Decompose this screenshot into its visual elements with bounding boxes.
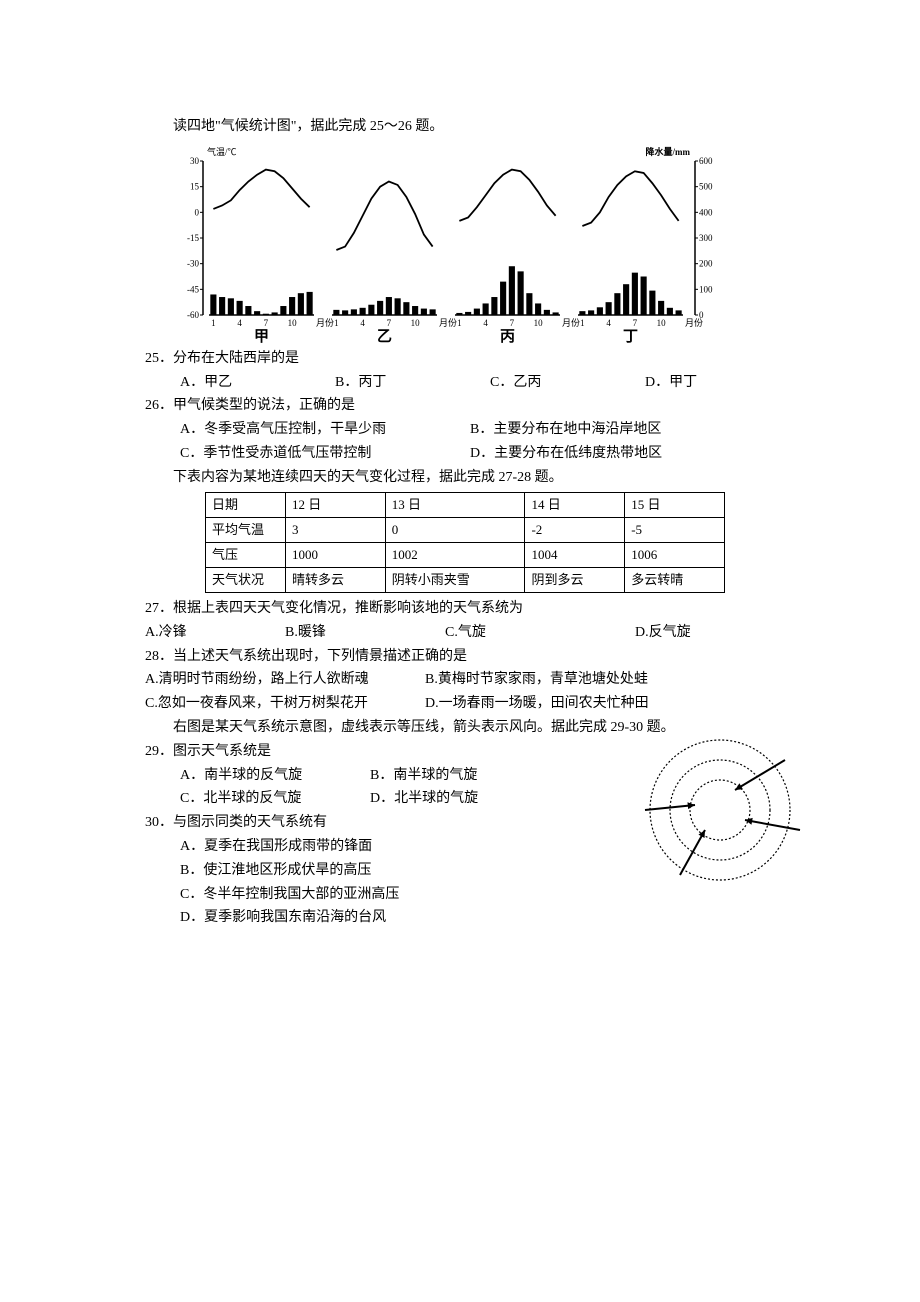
svg-text:4: 4: [360, 318, 365, 328]
q28-opt-a: A.清明时节雨纷纷，路上行人欲断魂: [145, 668, 425, 692]
svg-text:15: 15: [190, 181, 200, 191]
cyclone-diagram: [625, 730, 815, 890]
table-cell: -5: [625, 517, 725, 542]
table-cell: 14 日: [525, 492, 625, 517]
table-cell: 1006: [625, 542, 725, 567]
q26-opt-c: C．季节性受赤道低气压带控制: [180, 442, 470, 466]
svg-text:10: 10: [411, 318, 421, 328]
table-cell: 晴转多云: [286, 567, 386, 592]
table-cell: 13 日: [385, 492, 525, 517]
q26-opt-a: A．冬季受高气压控制，干旱少雨: [180, 418, 470, 442]
svg-text:丁: 丁: [623, 329, 638, 343]
svg-text:300: 300: [699, 233, 713, 243]
q25-options: A．甲乙 B．丙丁 C．乙丙 D．甲丁: [145, 371, 785, 395]
svg-text:4: 4: [237, 318, 242, 328]
svg-text:100: 100: [699, 284, 713, 294]
q28-opt-c: C.忽如一夜春风来，干树万树梨花开: [145, 692, 425, 716]
table-cell: 15 日: [625, 492, 725, 517]
svg-text:10: 10: [657, 318, 667, 328]
svg-text:丙: 丙: [500, 328, 515, 343]
svg-text:200: 200: [699, 258, 713, 268]
q25-opt-d: D．甲丁: [645, 371, 697, 395]
svg-text:-30: -30: [187, 258, 199, 268]
table-cell: 1002: [385, 542, 525, 567]
svg-text:月份: 月份: [439, 317, 457, 328]
table-cell: 日期: [206, 492, 286, 517]
table-cell: 多云转晴: [625, 567, 725, 592]
svg-text:30: 30: [190, 156, 200, 166]
table-cell: 12 日: [286, 492, 386, 517]
q28-options: A.清明时节雨纷纷，路上行人欲断魂 B.黄梅时节家家雨，青草池塘处处蛙 C.忽如…: [145, 668, 785, 716]
svg-text:7: 7: [387, 318, 392, 328]
table-cell: 1000: [286, 542, 386, 567]
q27-options: A.冷锋 B.暖锋 C.气旋 D.反气旋: [145, 621, 785, 645]
table-cell: 天气状况: [206, 567, 286, 592]
svg-text:月份: 月份: [685, 317, 703, 328]
q29-opt-d: D．北半球的气旋: [370, 787, 478, 811]
svg-text:乙: 乙: [377, 329, 392, 343]
q26-opt-b: B．主要分布在地中海沿岸地区: [470, 418, 661, 442]
q30-opt-d: D．夏季影响我国东南沿海的台风: [145, 906, 785, 930]
svg-text:600: 600: [699, 156, 713, 166]
q28-opt-d: D.一场春雨一场暖，田间农夫忙种田: [425, 692, 649, 716]
svg-text:400: 400: [699, 207, 713, 217]
svg-text:0: 0: [195, 207, 200, 217]
weather-table: 日期12 日13 日14 日15 日平均气温30-2-5气压1000100210…: [205, 492, 725, 593]
svg-text:甲: 甲: [254, 328, 269, 343]
svg-text:1: 1: [580, 318, 585, 328]
table-cell: 1004: [525, 542, 625, 567]
table-cell: 阴转小雨夹雪: [385, 567, 525, 592]
svg-text:10: 10: [534, 318, 544, 328]
q29-opt-c: C．北半球的反气旋: [180, 787, 370, 811]
q26-text: 26．甲气候类型的说法，正确的是: [145, 394, 785, 418]
intro-27-28: 下表内容为某地连续四天的天气变化过程，据此完成 27-28 题。: [145, 466, 785, 490]
svg-text:4: 4: [606, 318, 611, 328]
q25-opt-b: B．丙丁: [335, 371, 490, 395]
q27-text: 27．根据上表四天天气变化情况，推断影响该地的天气系统为: [145, 597, 785, 621]
svg-text:7: 7: [510, 318, 515, 328]
q28-text: 28．当上述天气系统出现时，下列情景描述正确的是: [145, 645, 785, 669]
q25-opt-a: A．甲乙: [180, 371, 335, 395]
q25-opt-c: C．乙丙: [490, 371, 645, 395]
svg-text:月份: 月份: [562, 317, 580, 328]
svg-text:降水量/mm: 降水量/mm: [646, 146, 691, 157]
q28-opt-b: B.黄梅时节家家雨，青草池塘处处蛙: [425, 668, 648, 692]
q27-opt-a: A.冷锋: [145, 621, 285, 645]
q27-opt-b: B.暖锋: [285, 621, 445, 645]
table-cell: -2: [525, 517, 625, 542]
table-cell: 0: [385, 517, 525, 542]
q29-opt-a: A．南半球的反气旋: [180, 764, 370, 788]
table-cell: 阴到多云: [525, 567, 625, 592]
q26-options: A．冬季受高气压控制，干旱少雨 B．主要分布在地中海沿岸地区 C．季节性受赤道低…: [145, 418, 785, 466]
table-cell: 平均气温: [206, 517, 286, 542]
svg-text:500: 500: [699, 181, 713, 191]
q27-opt-c: C.气旋: [445, 621, 635, 645]
svg-text:-15: -15: [187, 233, 199, 243]
svg-text:1: 1: [211, 318, 216, 328]
q26-opt-d: D．主要分布在低纬度热带地区: [470, 442, 662, 466]
table-cell: 气压: [206, 542, 286, 567]
svg-text:4: 4: [483, 318, 488, 328]
svg-text:气温/℃: 气温/℃: [207, 146, 237, 157]
climate-chart: 气温/℃ 降水量/mm 30 15 0 -15 -30 -45 -60 600 500 400 300 2…: [165, 143, 735, 343]
table-cell: 3: [286, 517, 386, 542]
svg-text:1: 1: [457, 318, 462, 328]
svg-text:-60: -60: [187, 310, 199, 320]
svg-text:10: 10: [288, 318, 298, 328]
svg-text:7: 7: [633, 318, 638, 328]
q27-opt-d: D.反气旋: [635, 621, 691, 645]
svg-text:月份: 月份: [316, 317, 334, 328]
q29-opt-b: B．南半球的气旋: [370, 764, 477, 788]
svg-text:1: 1: [334, 318, 339, 328]
svg-text:7: 7: [264, 318, 269, 328]
q25-text: 25．分布在大陆西岸的是: [145, 347, 785, 371]
intro-25-26: 读四地"气候统计图"，据此完成 25～26 题。: [145, 115, 785, 139]
svg-text:-45: -45: [187, 284, 199, 294]
